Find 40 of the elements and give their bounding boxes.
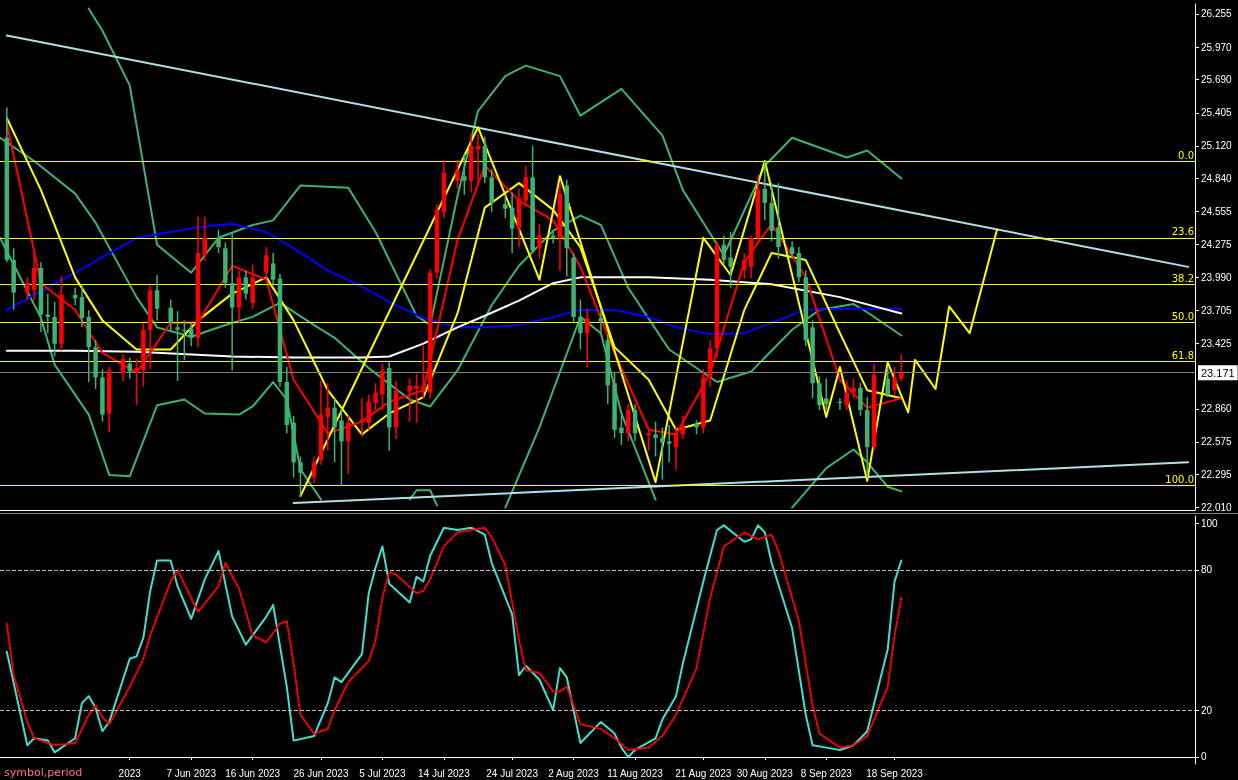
y-tick-label: 24.275 (1201, 238, 1233, 250)
x-tick-label: 2023 (118, 767, 142, 779)
x-tick-label: 26 Jun 2023 (293, 767, 349, 779)
y-tick-label: 22.575 (1201, 436, 1233, 448)
text: symbol,period (4, 766, 83, 779)
x-tick-label: 2 Aug 2023 (548, 767, 600, 779)
annotation: 100.0 (1165, 474, 1194, 486)
y-tick-label: 25.405 (1201, 107, 1233, 119)
x-tick-label: 21 Aug 2023 (675, 767, 732, 779)
y-tick-label: 22.295 (1201, 469, 1233, 481)
x-tick-label: 11 Aug 2023 (607, 767, 664, 779)
annotation: 38.2 (1171, 272, 1194, 284)
y-tick-label: 23.705 (1201, 305, 1233, 317)
x-tick-label: 7 Jun 2023 (166, 767, 217, 779)
ref-line-label: 23.171 (1201, 366, 1235, 379)
annotation: 61.8 (1171, 349, 1194, 361)
annotation: 50.0 (1171, 311, 1194, 323)
x-tick-label: 24 Jul 2023 (486, 767, 539, 779)
y-tick-label: 25.690 (1201, 74, 1233, 86)
x-tick-label: 5 Jul 2023 (359, 767, 406, 779)
x-tick-label: 30 Aug 2023 (736, 767, 794, 779)
x-tick-label: 14 Jul 2023 (418, 767, 471, 779)
x-tick-label: 8 Sep 2023 (800, 767, 853, 779)
annotation: 23.6 (1171, 226, 1194, 238)
y-tick-label: 23.425 (1201, 337, 1233, 349)
y-tick-label: 22.010 (1201, 502, 1233, 514)
y-tick-label: 23.990 (1201, 271, 1233, 283)
x-tick-label: 16 Jun 2023 (225, 767, 281, 779)
y-tick-label: 26.255 (1201, 8, 1233, 20)
y-tick-label: 25.120 (1201, 140, 1233, 152)
y-tick-label: 25.970 (1201, 41, 1233, 53)
annotation: 0.0 (1178, 149, 1194, 161)
y-tick-label: 24.555 (1201, 206, 1233, 218)
y-tick-label: 24.840 (1201, 172, 1233, 184)
y-tick-label: 20 (1201, 704, 1213, 716)
y-tick-label: 80 (1201, 564, 1213, 576)
x-tick-label: 18 Sep 2023 (866, 767, 924, 779)
y-tick-label: 100 (1201, 517, 1219, 529)
y-tick-label: 0 (1201, 751, 1207, 763)
y-tick-label: 22.860 (1201, 403, 1233, 415)
